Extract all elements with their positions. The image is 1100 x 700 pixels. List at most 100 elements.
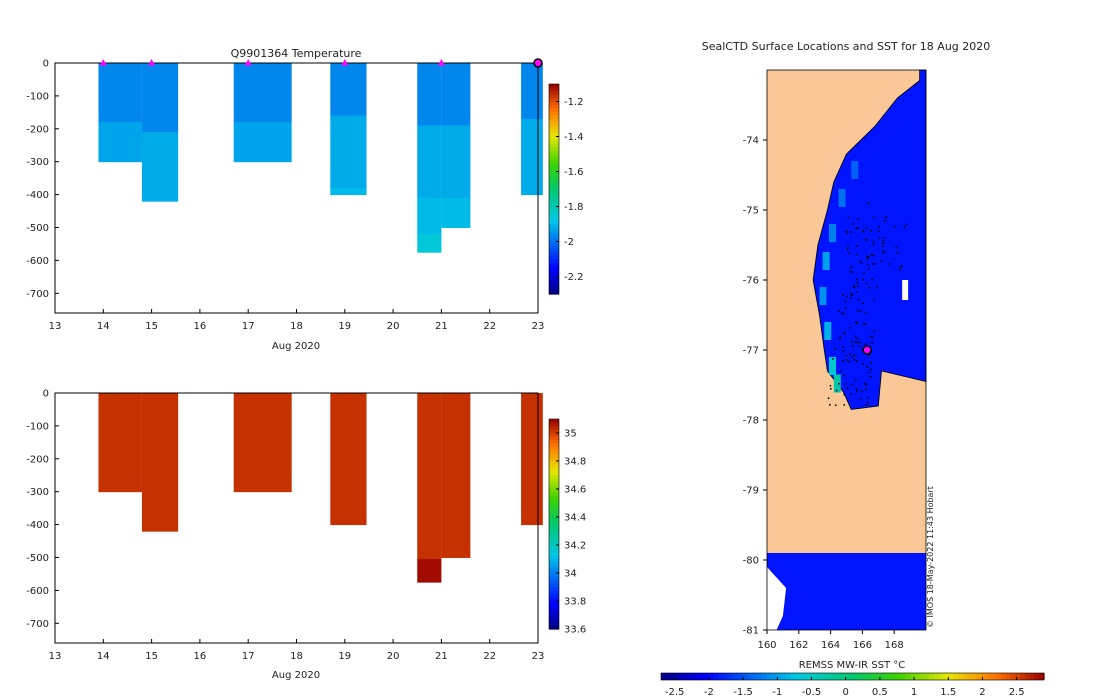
colorbar-swatch	[549, 555, 559, 560]
track-dot	[844, 300, 847, 303]
track-dot	[896, 251, 899, 254]
sea-cell-coastal	[851, 161, 859, 179]
colorbar-swatch	[549, 168, 559, 173]
track-dot	[850, 393, 852, 396]
track-dot	[835, 389, 838, 392]
colorbar-swatch	[549, 266, 559, 271]
x-tick-label: 13	[49, 321, 62, 332]
southern-sea-strip	[767, 553, 926, 630]
x-tick-label: 15	[145, 651, 158, 662]
track-dot	[888, 263, 891, 265]
y-tick-label: -700	[26, 289, 49, 300]
track-dot	[855, 360, 858, 362]
colorbar-swatch	[549, 520, 559, 525]
map-colorbar-swatch	[670, 673, 676, 680]
x-tick-label: 22	[483, 651, 496, 662]
temperature-cells	[98, 63, 543, 253]
map-colorbar-swatch	[804, 673, 811, 680]
track-dot	[853, 358, 856, 361]
map-colorbar-swatch	[948, 673, 954, 680]
track-dot	[866, 397, 869, 399]
temperature-panel: Q9901364 Temperature 13 14 15 16 17 18 19 20 21 2…	[26, 47, 583, 352]
map-colorbar-swatch	[876, 673, 882, 680]
track-dot	[847, 216, 850, 219]
colorbar-swatch	[549, 133, 559, 138]
colorbar-swatch	[549, 87, 559, 92]
map-colorbar-tick-label: 1	[911, 687, 917, 698]
temperature-xlabel: Aug 2020	[272, 341, 320, 352]
track-dot	[864, 238, 867, 241]
track-dot	[856, 284, 859, 287]
track-dot	[827, 397, 830, 400]
colorbar-frame	[548, 418, 560, 630]
map-y-tick-label: -81	[743, 626, 759, 637]
map-colorbar-swatch	[967, 673, 973, 680]
colorbar-swatch	[549, 534, 559, 539]
colorbar-swatch	[549, 433, 559, 438]
track-dot	[867, 255, 870, 258]
colorbar-swatch	[549, 524, 559, 529]
track-dot	[869, 335, 872, 338]
section-cell	[330, 188, 367, 196]
current-position-marker	[862, 345, 872, 355]
x-tick-label: 14	[97, 651, 110, 662]
map-colorbar-swatch	[699, 673, 705, 680]
track-dot	[871, 263, 874, 265]
sea-cell-coastal	[822, 252, 830, 270]
map-colorbar-swatch	[809, 673, 815, 680]
profile-marker	[341, 59, 349, 66]
colorbar-tick-label: -1.6	[564, 167, 584, 178]
y-tick-label: -100	[26, 91, 49, 102]
colorbar-tick-label: 34.8	[564, 457, 586, 468]
colorbar-frame	[548, 83, 560, 295]
colorbar-swatch	[549, 541, 559, 546]
track-dot	[857, 227, 860, 229]
track-dot	[865, 282, 868, 285]
y-tick-label: 0	[43, 59, 49, 70]
colorbar-swatch	[549, 485, 559, 490]
map-colorbar-swatch	[972, 673, 978, 680]
salinity-xlabel: Aug 2020	[272, 670, 320, 681]
colorbar-tick-label: -1.2	[564, 97, 584, 108]
track-dot	[842, 359, 845, 362]
map-panel: SealCTD Surface Locations and SST for 18…	[660, 40, 1045, 698]
track-dot	[864, 311, 867, 314]
track-dot	[867, 371, 870, 374]
section-cell	[521, 393, 543, 526]
colorbar-swatch	[549, 185, 559, 190]
colorbar-swatch	[549, 615, 559, 620]
track-dot	[849, 353, 851, 355]
map-colorbar-swatch	[684, 673, 691, 680]
map-colorbar-swatch	[828, 673, 834, 680]
section-cell	[141, 63, 179, 133]
colorbar-swatch	[549, 580, 559, 585]
map-colorbar-swatch	[900, 673, 906, 680]
track-dot	[861, 302, 864, 305]
map-colorbar: -2.5 -2 -1.5 -1 -0.5 0 0.5 1 1.5 2 2.5	[660, 672, 1045, 698]
southern-land-notch	[767, 567, 787, 630]
track-dot	[849, 327, 851, 329]
track-dot	[880, 260, 883, 263]
map-colorbar-swatch	[981, 673, 988, 680]
map-colorbar-swatch	[799, 673, 806, 680]
colorbar-swatch	[549, 252, 559, 257]
section-cell	[417, 63, 442, 126]
map-colorbar-label: REMSS MW-IR SST °C	[799, 660, 906, 671]
map-colorbar-tick-label: 1.5	[940, 687, 956, 698]
map-colorbar-swatch	[847, 673, 854, 680]
colorbar-swatch	[549, 101, 559, 106]
track-dot	[842, 374, 845, 377]
colorbar-swatch	[549, 569, 559, 574]
section-cell	[233, 122, 292, 163]
colorbar-swatch	[549, 622, 559, 627]
map-colorbar-swatch	[833, 673, 839, 680]
track-dot	[867, 263, 869, 266]
colorbar-swatch	[549, 422, 559, 427]
colorbar-swatch	[549, 192, 559, 197]
section-cell	[521, 118, 543, 196]
track-dot	[851, 383, 854, 386]
profile-marker	[244, 59, 252, 66]
map-colorbar-swatch	[914, 673, 921, 680]
map-colorbar-swatch	[708, 673, 715, 680]
section-cell	[417, 234, 442, 253]
